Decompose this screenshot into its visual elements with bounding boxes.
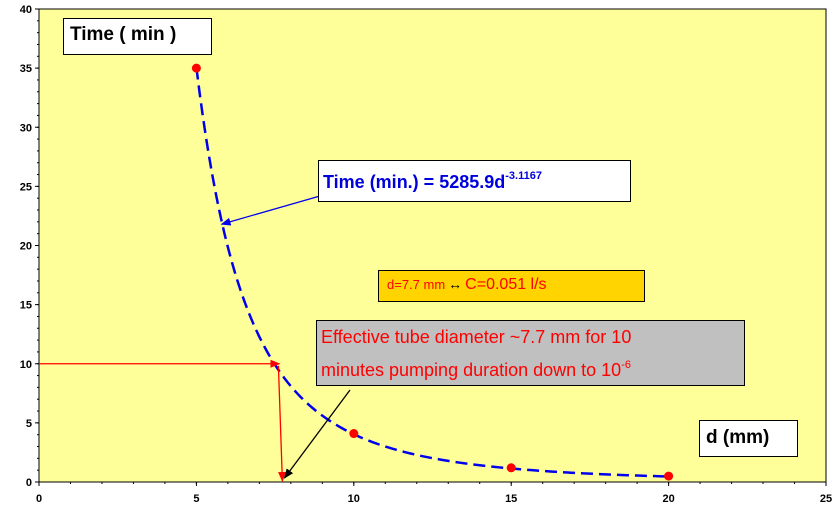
y-tick-label: 0	[26, 477, 32, 489]
note-label: Effective tube diameter ~7.7 mm for 10 mi…	[316, 320, 745, 386]
fit-equation-exponent: -3.1167	[505, 170, 542, 182]
x-axis-label: d (mm)	[699, 420, 798, 457]
condition-label: d=7.7 mm ↔ C=0.051 l/s	[378, 270, 645, 302]
y-tick-label: 20	[20, 241, 32, 253]
x-tick-label: 10	[348, 493, 360, 505]
x-tick-label: 20	[662, 493, 674, 505]
annotation-arrows	[220, 195, 351, 479]
y-tick-label: 25	[20, 181, 32, 193]
note-line-2-text: minutes pumping duration down to 10	[321, 360, 622, 380]
note-line-2: minutes pumping duration down to 10-6	[321, 351, 744, 384]
x-tick-label: 25	[820, 493, 832, 505]
y-tick-label: 5	[26, 418, 32, 430]
note-line-2-exponent: -6	[621, 359, 631, 371]
data-points	[191, 63, 674, 481]
y-axis: 0 5 10 15 20 25 30 35 40	[20, 4, 39, 489]
x-tick-label: 5	[193, 493, 199, 505]
x-axis: 0 5 10 15 20 25	[36, 482, 832, 505]
y-tick-label: 15	[20, 300, 32, 312]
data-point	[349, 429, 359, 439]
x-tick-label: 0	[36, 493, 42, 505]
marker-lines	[39, 359, 287, 482]
data-point	[506, 463, 516, 473]
fit-equation-text: Time (min.) = 5285.9d	[323, 172, 506, 192]
fit-equation-label: Time (min.) = 5285.9d-3.1167	[318, 160, 631, 202]
condition-conductance: C=0.051 l/s	[465, 276, 547, 293]
y-tick-label: 35	[20, 63, 32, 75]
data-point	[664, 471, 674, 481]
note-line-1: Effective tube diameter ~7.7 mm for 10	[321, 327, 632, 347]
x-tick-label: 15	[505, 493, 517, 505]
data-point	[191, 63, 201, 73]
condition-diameter: d=7.7 mm	[387, 277, 446, 292]
plot-area	[38, 8, 827, 483]
y-tick-label: 10	[20, 359, 32, 371]
fit-pointer-arrow	[220, 195, 321, 226]
note-pointer-arrow	[283, 389, 351, 479]
vertical-marker-arrow	[277, 365, 287, 482]
double-arrow-icon: ↔	[448, 276, 463, 292]
y-axis-label: Time ( min )	[63, 18, 212, 55]
y-tick-label: 40	[20, 4, 32, 16]
y-tick-label: 30	[20, 122, 32, 134]
